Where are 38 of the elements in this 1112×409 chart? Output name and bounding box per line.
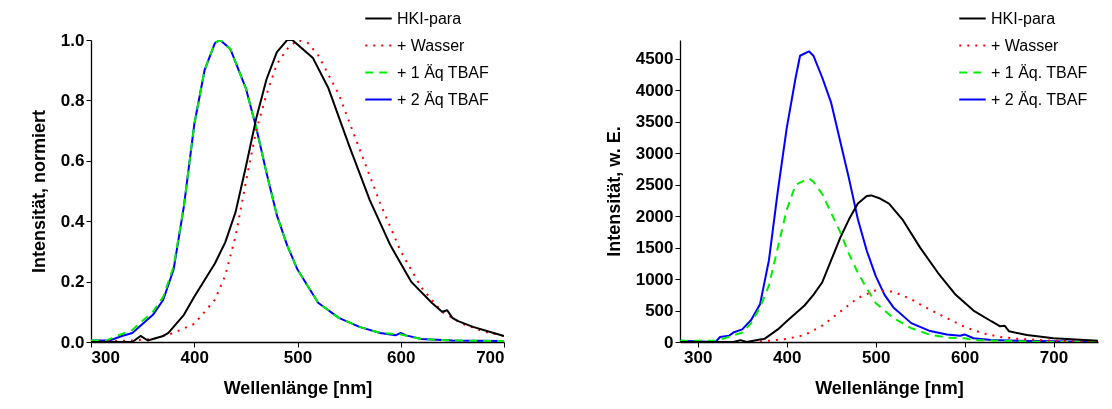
y-tick-label: 1000: [635, 269, 674, 289]
legend-label: + Wasser: [397, 36, 466, 54]
y-axis-title: Intensität, normiert: [28, 109, 49, 274]
x-tick-label: 700: [476, 347, 505, 367]
x-tick-label: 300: [91, 347, 120, 367]
legend-label: HKI-para: [397, 9, 462, 27]
x-tick-label: 500: [861, 347, 891, 367]
y-tick-label: 0.0: [60, 332, 85, 352]
y-tick-label: 1500: [635, 238, 674, 258]
legend-label: + 2 Äq. TBAF: [991, 90, 1088, 108]
x-tick-label: 300: [684, 347, 713, 367]
legend-label: + 1 Äq TBAF: [397, 63, 489, 81]
y-tick-label: 0.2: [60, 272, 85, 292]
y-tick-label: 3500: [635, 112, 674, 132]
y-tick-label: 0.6: [60, 151, 85, 171]
x-tick-label: 600: [387, 347, 416, 367]
x-tick-label: 400: [773, 347, 802, 367]
y-tick-label: 4000: [635, 80, 674, 100]
x-tick-label: 700: [1039, 347, 1069, 367]
y-tick-label: 4500: [635, 49, 674, 69]
legend-label: HKI-para: [991, 9, 1056, 27]
x-axis-title: Wellenlänge [nm]: [815, 377, 964, 398]
x-tick-label: 500: [283, 347, 313, 367]
y-tick-label: 0.8: [60, 90, 85, 110]
y-tick-label: 1.0: [60, 30, 85, 50]
legend-label: + 1 Äq. TBAF: [991, 63, 1088, 81]
legend-label: + 2 Äq TBAF: [397, 90, 489, 108]
y-axis-title: Intensität, w. E.: [603, 126, 624, 257]
y-tick-label: 2500: [635, 175, 674, 195]
y-tick-label: 0.4: [60, 211, 86, 231]
y-tick-label: 2000: [635, 206, 674, 226]
x-tick-label: 600: [950, 347, 980, 367]
legend-label: + Wasser: [991, 36, 1060, 54]
y-tick-label: 500: [645, 301, 674, 321]
x-tick-label: 400: [180, 347, 209, 367]
y-tick-label: 0: [664, 332, 674, 352]
y-tick-label: 3000: [635, 143, 674, 163]
x-axis-title: Wellenlänge [nm]: [223, 377, 373, 398]
